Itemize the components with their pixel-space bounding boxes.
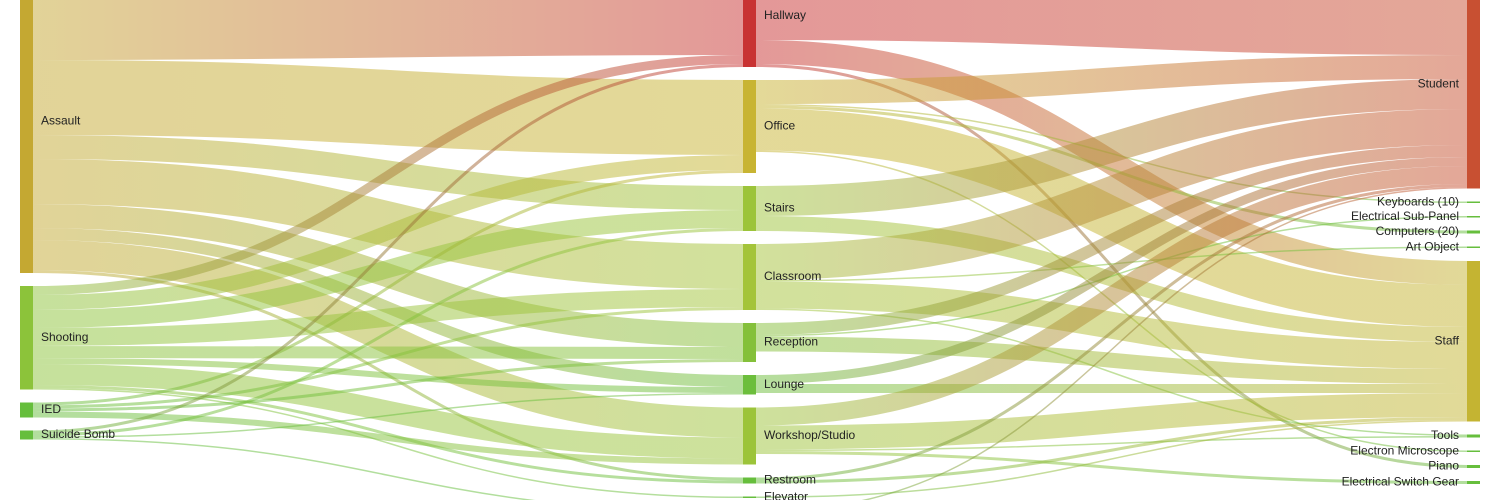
link — [755, 109, 1468, 280]
link — [755, 157, 1468, 384]
node-label: Computers (20) — [1376, 224, 1459, 238]
link-layer — [32, 0, 1468, 500]
link — [860, 187, 1468, 500]
link — [755, 184, 1468, 481]
node — [20, 286, 33, 390]
node — [1467, 216, 1480, 218]
link — [32, 240, 744, 438]
node — [743, 477, 756, 484]
node — [1467, 465, 1480, 468]
node — [743, 375, 756, 395]
node-label: Electrical Sub-Panel — [1351, 209, 1459, 223]
node — [1467, 230, 1480, 234]
node — [1467, 0, 1480, 189]
node-label: Art Object — [1406, 239, 1460, 253]
node — [1467, 261, 1480, 422]
link — [755, 105, 1468, 234]
node-layer: Assault Shooting IED Suicide Bomb Hallway Off… — [20, 0, 1480, 500]
node-label: Workshop/Studio — [764, 428, 855, 442]
node — [20, 0, 33, 273]
link — [32, 438, 536, 500]
link — [755, 336, 1468, 384]
link — [755, 436, 1468, 451]
link — [32, 228, 744, 387]
link — [755, 79, 1468, 216]
node-label: Piano — [1428, 459, 1459, 473]
link — [32, 159, 744, 289]
link — [32, 359, 744, 412]
node-label: IED — [41, 402, 61, 416]
node-label: Electrical Switch Gear — [1342, 475, 1459, 489]
link — [755, 216, 1468, 337]
link — [32, 155, 744, 310]
node-label: Electron Microscope — [1350, 443, 1459, 457]
node — [20, 430, 33, 440]
link — [32, 0, 744, 60]
link — [755, 417, 1468, 484]
link — [755, 166, 1468, 426]
link — [755, 246, 1468, 282]
node-label: Stairs — [764, 201, 795, 215]
node-label: Suicide Bomb — [41, 427, 115, 441]
node-label: Reception — [764, 335, 818, 349]
link — [755, 281, 1468, 369]
link — [32, 228, 744, 437]
node — [743, 186, 756, 231]
link — [755, 393, 1468, 450]
node — [1467, 201, 1480, 203]
node-label: Hallway — [764, 8, 806, 22]
node — [743, 496, 756, 498]
link — [32, 346, 744, 359]
node-label: Restroom — [764, 473, 816, 487]
link — [755, 55, 1468, 104]
link — [755, 0, 1468, 55]
link — [32, 411, 744, 465]
link — [755, 451, 1468, 484]
link — [755, 216, 1468, 342]
link — [755, 108, 1468, 327]
node-label: Lounge — [764, 377, 804, 391]
node-label: Keyboards (10) — [1377, 194, 1459, 208]
node — [743, 0, 756, 67]
link — [32, 170, 744, 406]
node — [743, 407, 756, 465]
node-label: Elevator — [764, 489, 808, 500]
node — [1467, 481, 1480, 484]
node — [743, 80, 756, 173]
link — [32, 210, 744, 328]
link — [32, 393, 744, 438]
link — [32, 358, 744, 393]
node — [20, 402, 33, 418]
node-label: Assault — [41, 114, 81, 128]
link — [32, 364, 744, 459]
node-label: Student — [1418, 76, 1460, 90]
link — [32, 388, 744, 498]
node-label: Office — [764, 119, 795, 133]
node — [1467, 434, 1480, 438]
link — [755, 145, 1468, 335]
node — [743, 244, 756, 310]
node-label: Classroom — [764, 269, 821, 283]
link — [32, 289, 744, 346]
link — [32, 307, 744, 409]
node-label: Tools — [1431, 428, 1459, 442]
node-label: Shooting — [41, 330, 88, 344]
link — [32, 60, 744, 155]
node-label: Staff — [1435, 333, 1460, 347]
node — [1467, 450, 1480, 452]
node — [743, 323, 756, 362]
node — [1467, 246, 1480, 248]
link — [32, 55, 744, 295]
link — [32, 64, 744, 434]
